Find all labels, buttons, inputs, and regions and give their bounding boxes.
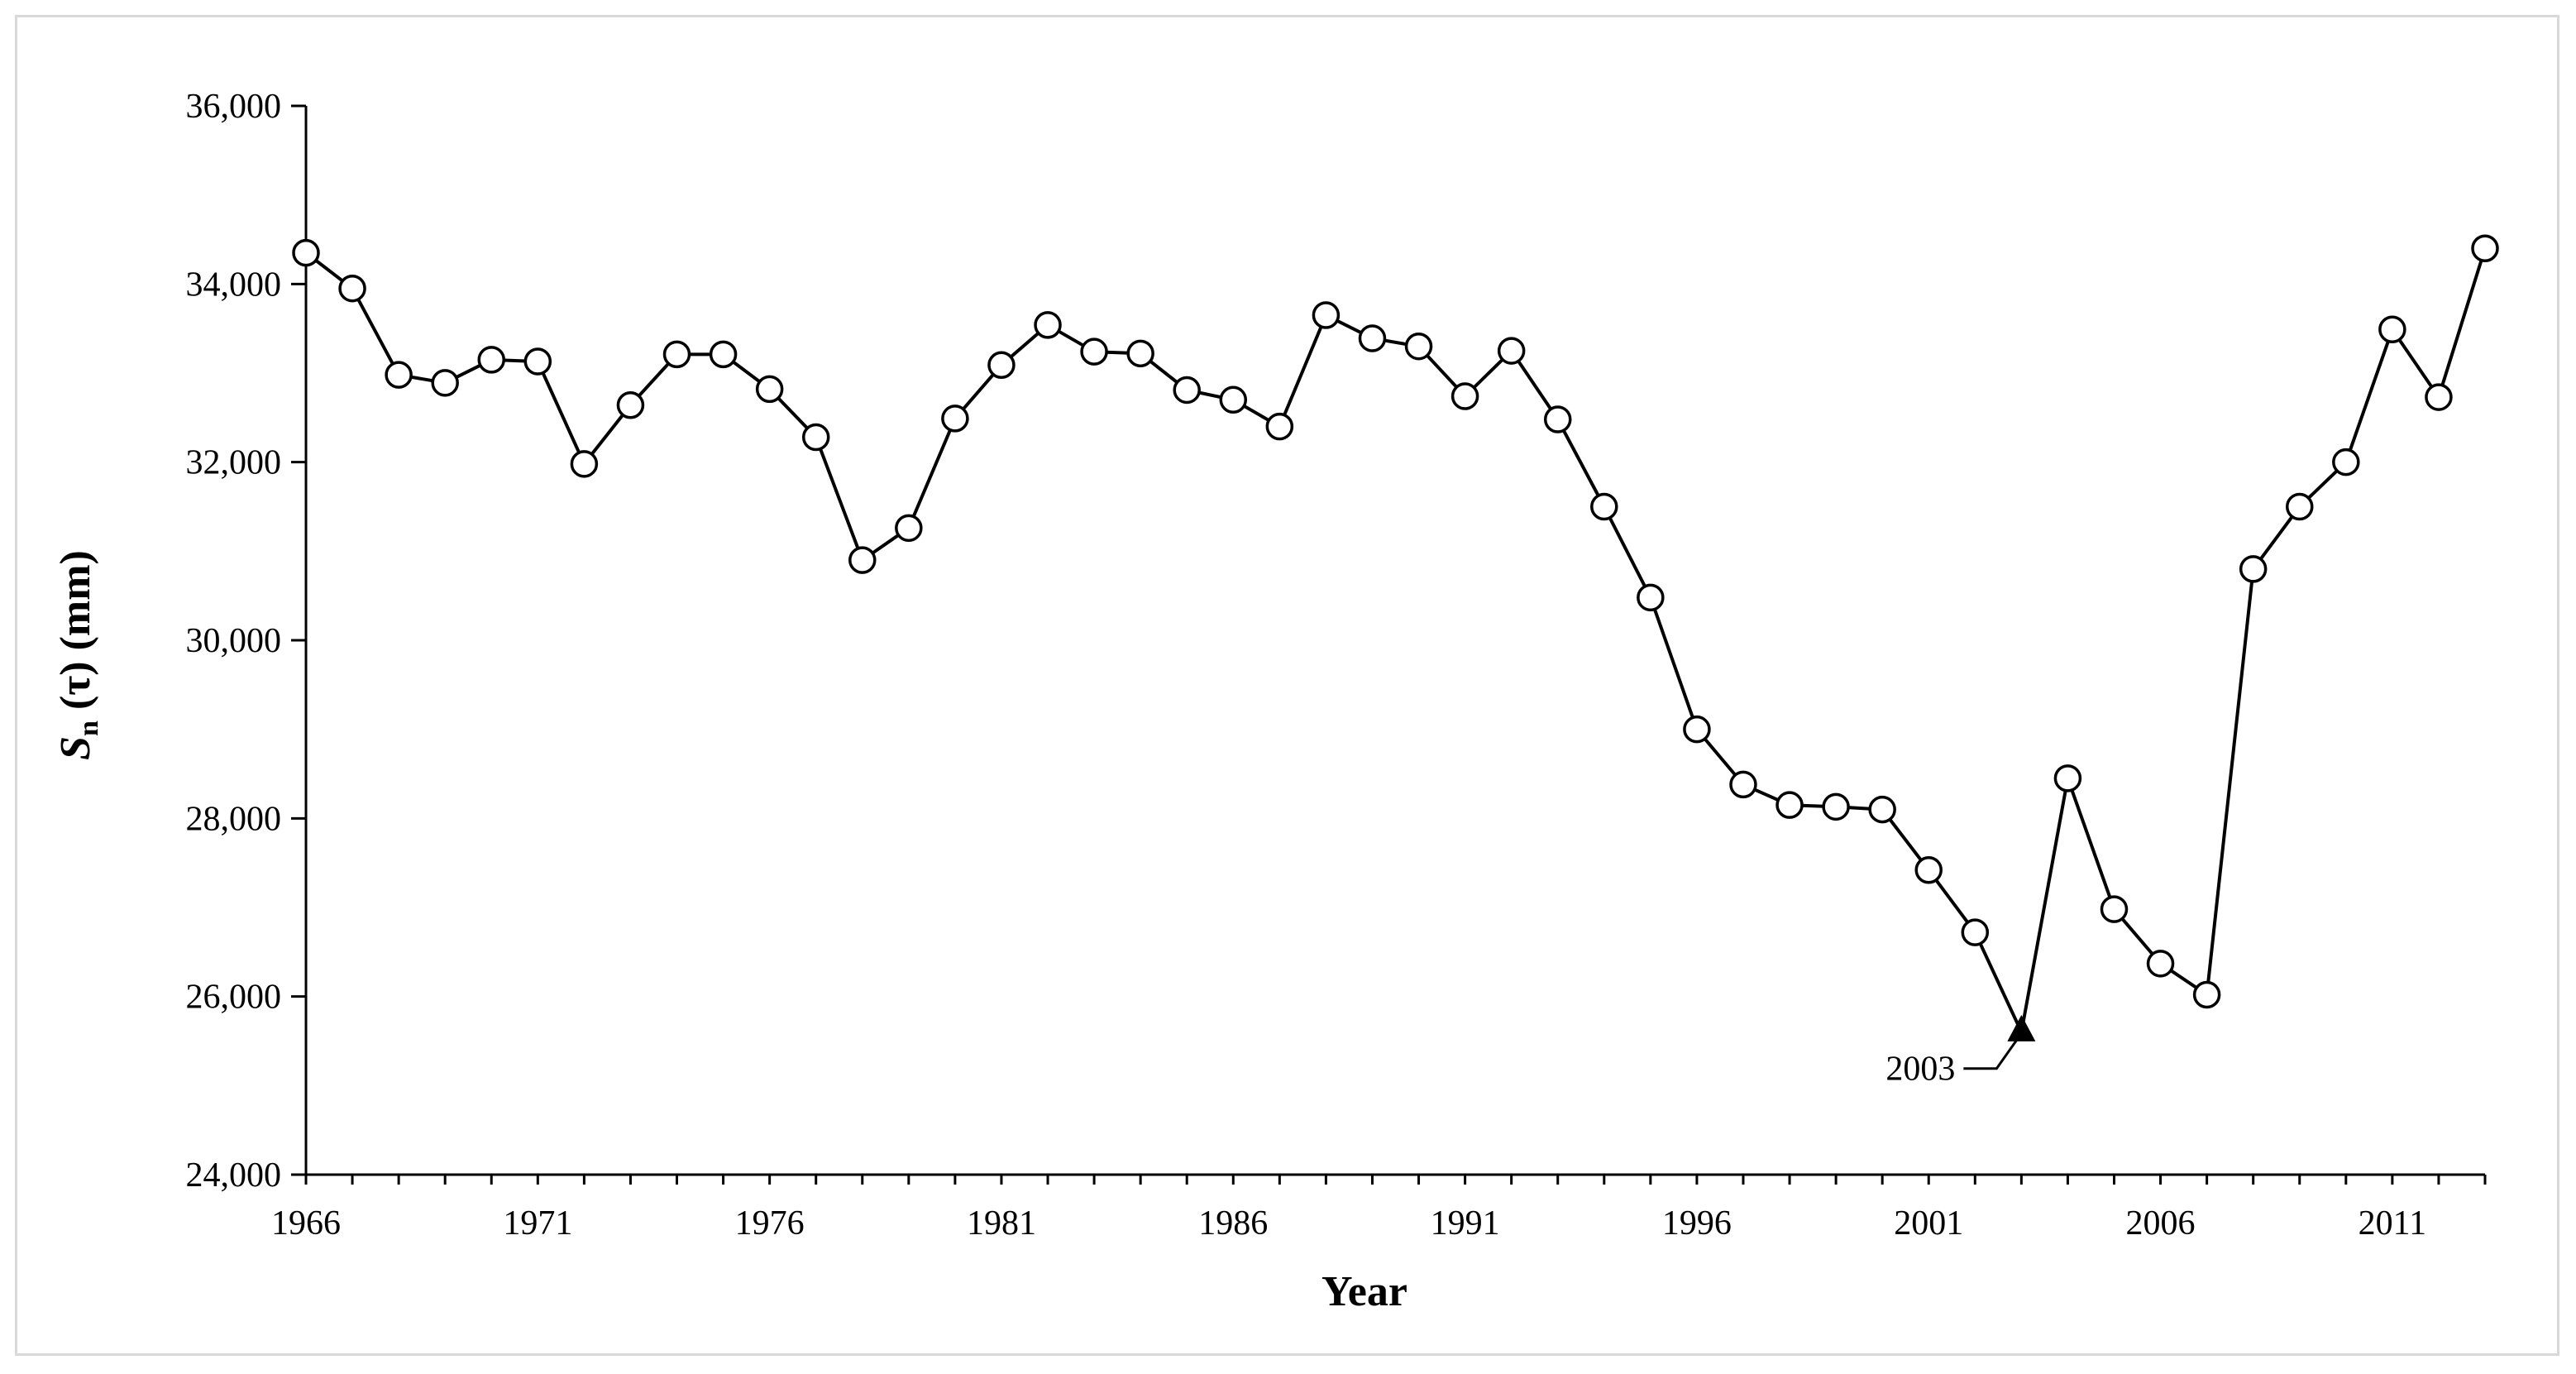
- data-point: [385, 361, 413, 389]
- data-point: [1961, 918, 1990, 946]
- x-tick-label: 1971: [503, 1204, 572, 1242]
- x-tick-label: 2001: [1894, 1204, 1963, 1242]
- data-point: [1822, 792, 1850, 821]
- data-point: [1590, 492, 1618, 521]
- x-tick-label: 1981: [967, 1204, 1036, 1242]
- data-point: [2239, 555, 2268, 583]
- data-point-triangle: [2007, 1014, 2036, 1041]
- data-point: [1034, 311, 1062, 339]
- data-point: [2100, 895, 2129, 923]
- data-point: [1358, 324, 1387, 352]
- data-point: [662, 340, 691, 369]
- data-point: [570, 450, 599, 478]
- data-point: [338, 274, 366, 303]
- x-tick-label: 1966: [271, 1204, 341, 1242]
- y-tick-label: 32,000: [186, 444, 282, 482]
- chart-frame: [15, 15, 2559, 1356]
- series-line: [304, 247, 2487, 1034]
- y-axis-title-rest: (τ) (mm): [52, 550, 99, 721]
- data-point: [1265, 412, 1294, 441]
- x-tick-label: 1986: [1198, 1204, 1268, 1242]
- y-tick-label: 26,000: [186, 979, 282, 1017]
- data-point: [1173, 376, 1201, 405]
- y-axis-title-sub: n: [74, 721, 104, 736]
- x-axis-title: Year: [1321, 1268, 1407, 1315]
- data-point: [941, 405, 969, 433]
- y-tick-label: 36,000: [186, 88, 282, 126]
- data-point: [477, 346, 506, 374]
- data-point: [2146, 950, 2175, 978]
- tick-labels: 24,000 26,000 28,000 30,000 32,000 34,000 36,0…: [186, 88, 2427, 1242]
- data-point: [1914, 856, 1943, 884]
- annotation-2003: 2003: [1885, 1039, 2018, 1089]
- data-point: [523, 347, 552, 376]
- data-point: [2332, 448, 2360, 476]
- x-tick-label: 1996: [1662, 1204, 1732, 1242]
- data-point: [1775, 791, 1804, 819]
- data-point: [1729, 770, 1757, 799]
- y-axis-title: Sn (τ) (mm): [52, 550, 104, 760]
- data-point: [1543, 405, 1572, 433]
- data-point: [1080, 338, 1108, 366]
- data-point: [755, 375, 784, 404]
- data-point: [709, 340, 738, 369]
- y-tick-label: 30,000: [186, 622, 282, 660]
- data-point: [616, 391, 645, 419]
- annotation-label: 2003: [1885, 1051, 1955, 1089]
- data-point: [292, 238, 320, 267]
- data-point: [2378, 315, 2406, 343]
- data-point: [2192, 980, 2221, 1009]
- data-point: [2425, 383, 2453, 411]
- y-tick-label: 28,000: [186, 800, 282, 838]
- y-axis-title-main: S: [52, 736, 99, 760]
- data-point: [431, 369, 459, 397]
- data-point: [2471, 234, 2499, 263]
- data-point: [1683, 715, 1711, 744]
- data-point: [987, 351, 1016, 380]
- data-point: [895, 514, 923, 543]
- x-tick-label: 2011: [2359, 1204, 2426, 1242]
- y-tick-label: 34,000: [186, 266, 282, 304]
- data-point: [1219, 385, 1248, 414]
- data-point: [1637, 583, 1665, 612]
- data-markers: [292, 234, 2499, 1041]
- data-point: [1450, 382, 1479, 410]
- x-tick-label: 1976: [735, 1204, 805, 1242]
- data-point: [1312, 301, 1341, 329]
- axes: [291, 104, 2487, 1185]
- data-point: [1404, 332, 1433, 361]
- data-point: [1497, 337, 1526, 365]
- data-point: [801, 423, 830, 452]
- data-point: [2053, 764, 2082, 792]
- y-tick-label: 24,000: [186, 1156, 282, 1194]
- x-tick-label: 2006: [2126, 1204, 2196, 1242]
- series-polyline: [304, 247, 2487, 1034]
- data-point: [848, 546, 877, 574]
- annotation-leader: [1963, 1039, 2018, 1070]
- x-tick-label: 1991: [1431, 1204, 1500, 1242]
- data-point: [2285, 492, 2314, 521]
- data-point: [1126, 339, 1154, 368]
- data-point: [1868, 795, 1896, 824]
